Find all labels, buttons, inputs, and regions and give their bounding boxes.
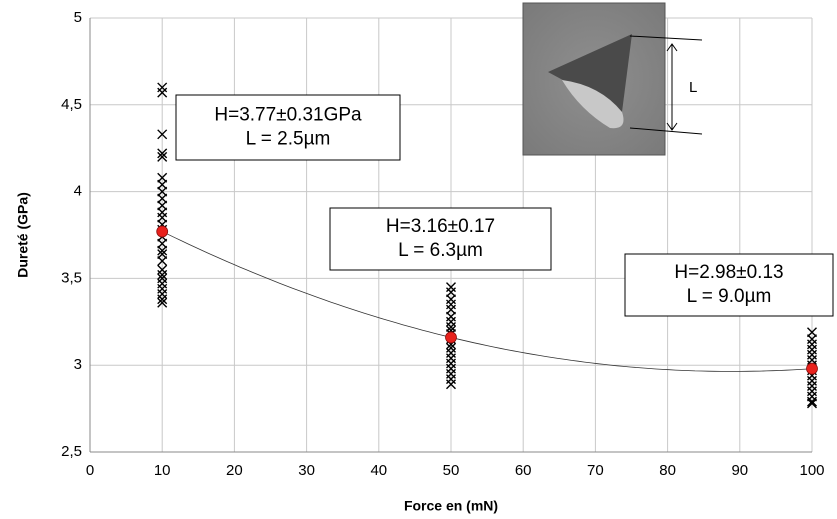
x-tick-label: 80 [659, 462, 676, 479]
x-tick-label: 70 [587, 462, 604, 479]
y-tick-label: 4,5 [61, 96, 82, 113]
y-tick-label: 5 [74, 9, 82, 26]
x-tick-label: 60 [515, 462, 532, 479]
sample-marker [446, 379, 456, 390]
x-tick-label: 100 [799, 462, 824, 479]
sample-marker [157, 294, 168, 305]
sample-marker [157, 148, 168, 159]
annotation-box [624, 253, 834, 317]
x-axis-title: Force en (mN) [404, 498, 498, 514]
x-tick-label: 40 [370, 462, 387, 479]
annotation-text: H=2.98±0.13 [674, 262, 783, 283]
inset-label: L [689, 79, 697, 96]
y-tick-label: 3 [74, 356, 82, 373]
x-tick-label: 30 [298, 462, 315, 479]
annotation-text: L = 2.5µm [246, 129, 331, 150]
annotation-text: L = 9.0µm [687, 286, 772, 307]
sample-marker [157, 297, 168, 308]
annotation-text: L = 6.3µm [398, 240, 483, 261]
sample-marker [807, 398, 817, 409]
x-tick-label: 90 [731, 462, 748, 479]
x-tick-label: 0 [86, 462, 94, 479]
sample-marker [157, 256, 168, 267]
annotation-box [329, 207, 552, 271]
mean-marker [445, 331, 457, 344]
inset-image: L [522, 2, 703, 156]
y-tick-label: 3,5 [61, 269, 82, 286]
inset-line [629, 127, 703, 135]
indent-shadow [548, 34, 632, 112]
sample-marker [157, 151, 168, 162]
mean-marker [806, 362, 818, 375]
annotation-box [175, 94, 401, 161]
x-tick-label: 50 [443, 462, 460, 479]
x-tick-label: 10 [154, 462, 171, 479]
arrow-heads [666, 43, 678, 131]
sample-marker [157, 245, 168, 256]
indent-highlight [562, 80, 624, 129]
inset-line [629, 35, 703, 41]
y-axis-title: Dureté (GPa) [15, 192, 31, 278]
trend-curve [162, 231, 813, 372]
y-tick-label: 2,5 [61, 443, 82, 460]
x-tick-label: 20 [226, 462, 243, 479]
sample-marker [157, 269, 168, 280]
sample-marker [157, 87, 168, 98]
y-tick-label: 4 [74, 183, 82, 200]
mean-marker [156, 225, 169, 238]
sample-marker [157, 129, 168, 140]
annotation-text: H=3.77±0.31GPa [214, 105, 362, 126]
sample-marker [807, 396, 817, 407]
annotation-text: H=3.16±0.17 [386, 216, 495, 237]
